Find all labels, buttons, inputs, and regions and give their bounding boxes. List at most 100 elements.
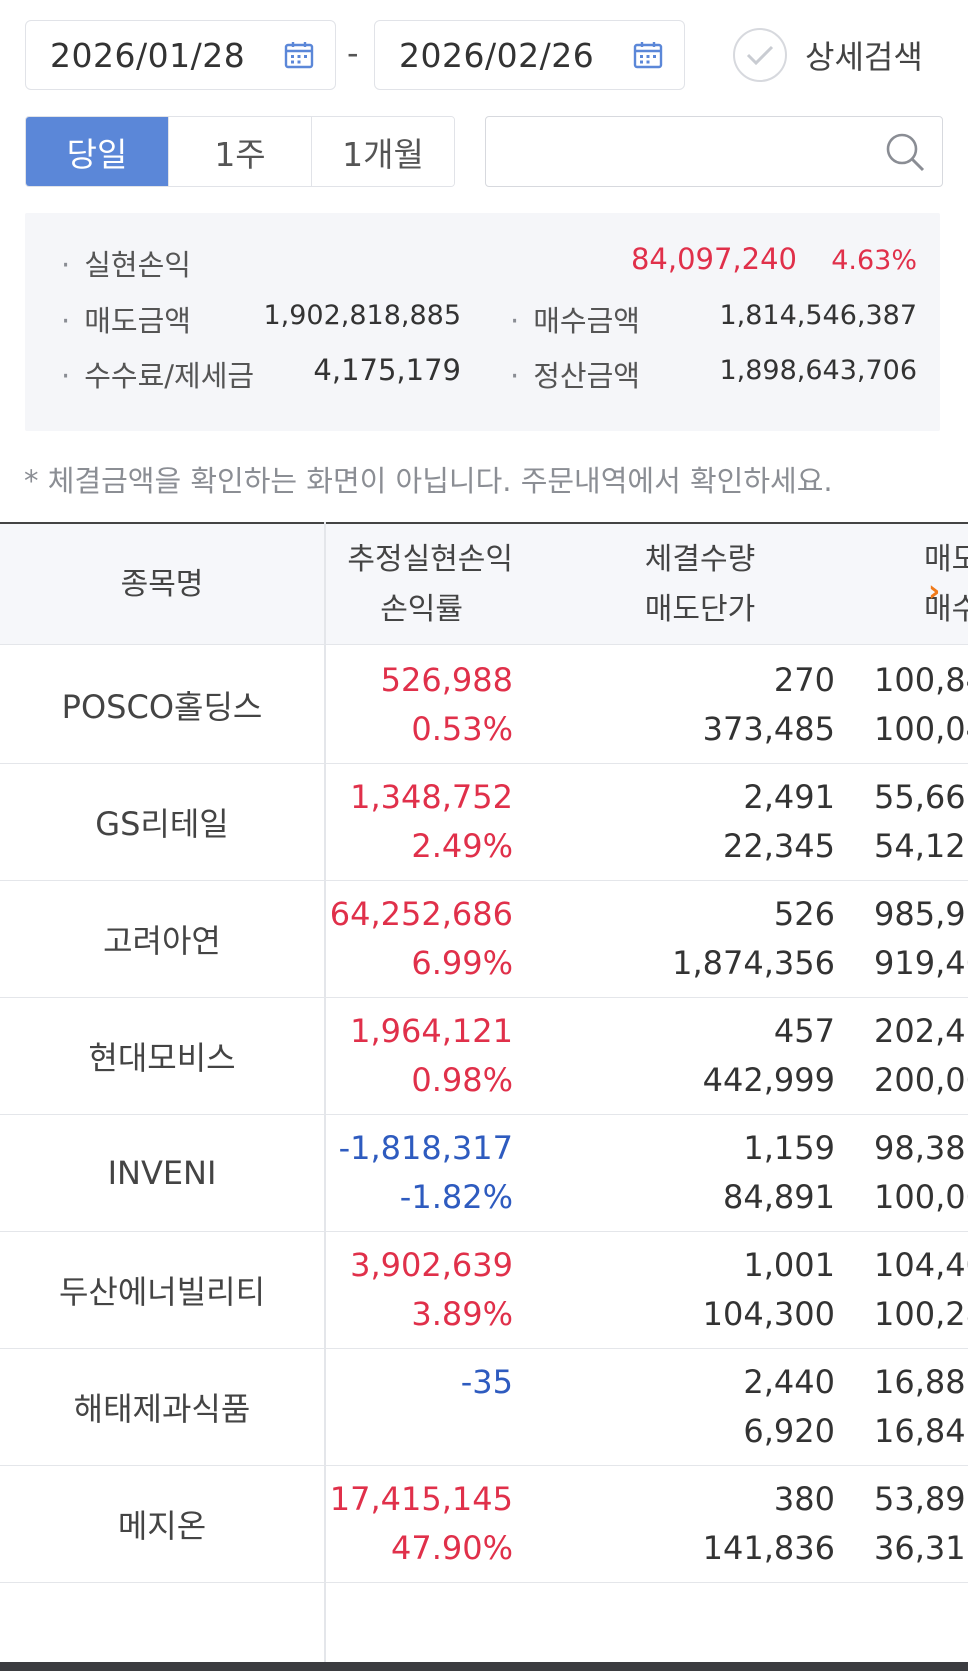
pl-rate: 0.53% bbox=[411, 710, 513, 748]
pl-rate: 3.89% bbox=[411, 1295, 513, 1333]
period-tabs: 당일 1주 1개월 bbox=[25, 116, 455, 187]
stock-name[interactable]: 두산에너빌리티 bbox=[58, 1273, 266, 1311]
table-row[interactable]: INVENI -1,818,317 -1.82% 1,159 84,891 98,38 10… bbox=[0, 1115, 968, 1232]
buy-amount-partial: 36,31 bbox=[874, 1529, 966, 1567]
table-row[interactable]: 현대모비스 1,964,121 0.98% 457 442,999 202,45 200,0… bbox=[0, 998, 968, 1115]
detail-search-toggle[interactable]: 상세검색 bbox=[733, 26, 923, 84]
sell-amount-value: 1,902,818,885 bbox=[263, 300, 461, 331]
search-icon[interactable] bbox=[884, 131, 926, 173]
notice-text: * 체결금액을 확인하는 화면이 아닙니다. 주문내역에서 확인하세요. bbox=[24, 464, 833, 498]
sell-unit-price: 1,874,356 bbox=[672, 944, 835, 982]
realized-value: 84,097,240 bbox=[630, 242, 797, 276]
pl-rate: 0.98% bbox=[411, 1061, 513, 1099]
header-pl-line1: 추정실현손익 bbox=[347, 541, 513, 577]
check-icon[interactable] bbox=[733, 28, 787, 82]
fee-value: 4,175,179 bbox=[313, 353, 461, 387]
sell-amount-partial: 100,84 bbox=[874, 661, 968, 699]
table-row[interactable]: 고려아연 64,252,686 6.99% 526 1,874,356 985,9 919,… bbox=[0, 881, 968, 998]
summary-row-realized: · 실현손익 84,097,240 4.63% bbox=[61, 242, 917, 282]
executed-qty: 2,491 bbox=[743, 778, 835, 816]
executed-qty: 380 bbox=[773, 1480, 835, 1518]
stock-search-box bbox=[485, 116, 943, 187]
pl-rate: 6.99% bbox=[411, 944, 513, 982]
estimated-pl: 3,902,639 bbox=[350, 1246, 513, 1284]
estimated-pl: 64,252,686 bbox=[329, 895, 513, 933]
executed-qty: 457 bbox=[773, 1012, 835, 1050]
sell-amount-partial: 98,38 bbox=[874, 1129, 966, 1167]
estimated-pl: -1,818,317 bbox=[338, 1129, 513, 1167]
header-more-line2: 매수 bbox=[924, 591, 968, 627]
estimated-pl: 1,348,752 bbox=[350, 778, 513, 816]
calendar-icon[interactable] bbox=[283, 40, 315, 70]
table-row[interactable]: 두산에너빌리티 3,902,639 3.89% 1,001 104,300 104,40 1… bbox=[0, 1232, 968, 1349]
header-more[interactable]: 매도 매수 bbox=[924, 524, 968, 645]
estimated-pl: 526,988 bbox=[380, 661, 513, 699]
tab-today[interactable]: 당일 bbox=[26, 117, 168, 186]
table-row[interactable]: 해태제과식품 -35 2,440 6,920 16,88 16,84 bbox=[0, 1349, 968, 1466]
sell-unit-price: 6,920 bbox=[743, 1412, 835, 1450]
search-input[interactable] bbox=[500, 117, 880, 183]
buy-amount-partial: 100,28 bbox=[874, 1295, 968, 1333]
summary-row-fee-settle: · 수수료/제세금 4,175,179 · 정산금액 1,898,643,706 bbox=[61, 353, 917, 393]
start-date-value: 2026/01/28 bbox=[50, 35, 246, 75]
sell-unit-price: 104,300 bbox=[702, 1295, 835, 1333]
executed-qty: 2,440 bbox=[743, 1363, 835, 1401]
header-qty-line1: 체결수량 bbox=[644, 541, 756, 577]
stock-name[interactable]: POSCO홀딩스 bbox=[61, 688, 263, 726]
table-header: 종목명 추정실현손익 손익률 체결수량 매도단가 매도 매수 › bbox=[0, 522, 968, 645]
header-qty-line2: 매도단가 bbox=[644, 591, 756, 627]
sell-amount-partial: 55,66 bbox=[874, 778, 966, 816]
executed-qty: 1,001 bbox=[743, 1246, 835, 1284]
pl-rate: -1.82% bbox=[399, 1178, 513, 1216]
pl-rate: 47.90% bbox=[390, 1529, 513, 1567]
realized-label: 실현손익 bbox=[84, 248, 191, 282]
date-separator: - bbox=[347, 34, 359, 72]
stock-name[interactable]: 메지온 bbox=[117, 1507, 207, 1545]
sell-unit-price: 22,345 bbox=[723, 827, 835, 865]
sell-amount-partial: 985,9 bbox=[874, 895, 966, 933]
buy-amount-partial: 100,06 bbox=[874, 1178, 968, 1216]
settle-amount-label: 정산금액 bbox=[533, 359, 640, 393]
chevron-right-icon[interactable]: › bbox=[928, 574, 941, 609]
sell-amount-partial: 53,89 bbox=[874, 1480, 966, 1518]
column-divider bbox=[324, 522, 326, 1671]
header-pl[interactable]: 추정실현손익 손익률 bbox=[325, 524, 513, 645]
header-stock-name[interactable]: 종목명 bbox=[120, 566, 204, 602]
buy-amount-partial: 919,46 bbox=[874, 944, 968, 982]
sell-amount-partial: 104,40 bbox=[874, 1246, 968, 1284]
tab-1month[interactable]: 1개월 bbox=[311, 117, 454, 186]
end-date-field[interactable]: 2026/02/26 bbox=[374, 20, 685, 90]
estimated-pl: 1,964,121 bbox=[350, 1012, 513, 1050]
trade-table: 종목명 추정실현손익 손익률 체결수량 매도단가 매도 매수 › POSCO홀딩… bbox=[0, 522, 968, 1671]
calendar-icon[interactable] bbox=[632, 40, 664, 70]
start-date-field[interactable]: 2026/01/28 bbox=[25, 20, 336, 90]
realized-rate: 4.63% bbox=[831, 245, 917, 276]
header-qty[interactable]: 체결수량 매도단가 bbox=[560, 524, 840, 645]
buy-amount-label: 매수금액 bbox=[533, 304, 640, 338]
sell-unit-price: 442,999 bbox=[702, 1061, 835, 1099]
buy-amount-value: 1,814,546,387 bbox=[719, 300, 917, 331]
summary-row-sell-buy: · 매도금액 1,902,818,885 · 매수금액 1,814,546,387 bbox=[61, 300, 917, 338]
buy-amount-partial: 54,12 bbox=[874, 827, 966, 865]
estimated-pl: 17,415,145 bbox=[329, 1480, 513, 1518]
stock-name[interactable]: 해태제과식품 bbox=[73, 1390, 251, 1428]
stock-name[interactable]: INVENI bbox=[107, 1154, 217, 1192]
pl-rate: 2.49% bbox=[411, 827, 513, 865]
buy-amount-partial: 16,84 bbox=[874, 1412, 966, 1450]
stock-name[interactable]: GS리테일 bbox=[95, 805, 229, 843]
table-row[interactable]: GS리테일 1,348,752 2.49% 2,491 22,345 55,66 54,12 bbox=[0, 764, 968, 881]
table-row[interactable]: POSCO홀딩스 526,988 0.53% 270 373,485 100,84 100,… bbox=[0, 647, 968, 764]
executed-qty: 270 bbox=[773, 661, 835, 699]
stock-name[interactable]: 현대모비스 bbox=[88, 1039, 236, 1077]
tab-1week[interactable]: 1주 bbox=[168, 117, 311, 186]
table-row[interactable]: 메지온 17,415,145 47.90% 380 141,836 53,89 36,31 bbox=[0, 1466, 968, 1583]
sell-amount-partial: 16,88 bbox=[874, 1363, 966, 1401]
sell-unit-price: 141,836 bbox=[702, 1529, 835, 1567]
sell-amount-partial: 202,45 bbox=[874, 1012, 968, 1050]
sell-unit-price: 373,485 bbox=[702, 710, 835, 748]
end-date-value: 2026/02/26 bbox=[399, 35, 595, 75]
executed-qty: 1,159 bbox=[743, 1129, 835, 1167]
stock-name[interactable]: 고려아연 bbox=[103, 922, 221, 960]
buy-amount-partial: 100,04 bbox=[874, 710, 968, 748]
executed-qty: 526 bbox=[773, 895, 835, 933]
